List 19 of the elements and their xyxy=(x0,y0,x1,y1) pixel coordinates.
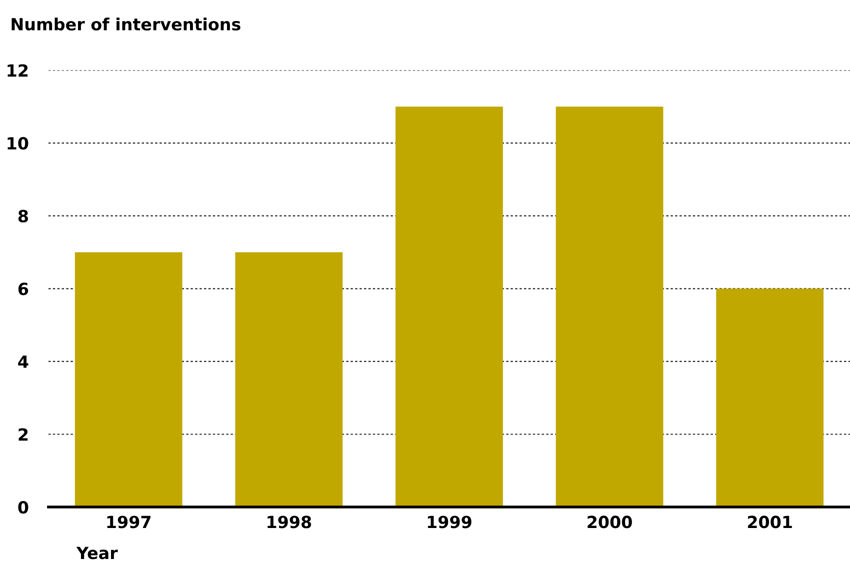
x-tick-label: 1999 xyxy=(428,516,472,528)
bar xyxy=(396,106,503,508)
bar xyxy=(556,106,664,508)
x-tick-label: 2001 xyxy=(748,516,792,528)
y-tick-label: 6 xyxy=(18,282,28,296)
y-tick-label: 8 xyxy=(18,210,28,222)
x-tick-label: 1997 xyxy=(107,516,150,528)
y-tick-label: 10 xyxy=(8,137,28,150)
y-tick-label: 4 xyxy=(18,356,28,368)
bar xyxy=(716,288,824,508)
x-tick-label: 2000 xyxy=(588,516,632,528)
y-axis-title: Number of interventions xyxy=(12,18,240,31)
y-tick-label: 0 xyxy=(18,501,28,514)
y-tick-label: 2 xyxy=(18,428,28,441)
x-axis-title: Year xyxy=(76,546,118,560)
bar xyxy=(74,252,182,508)
x-tick-label: 1998 xyxy=(268,516,312,528)
bar xyxy=(235,252,343,508)
y-tick-label: 12 xyxy=(8,64,28,77)
